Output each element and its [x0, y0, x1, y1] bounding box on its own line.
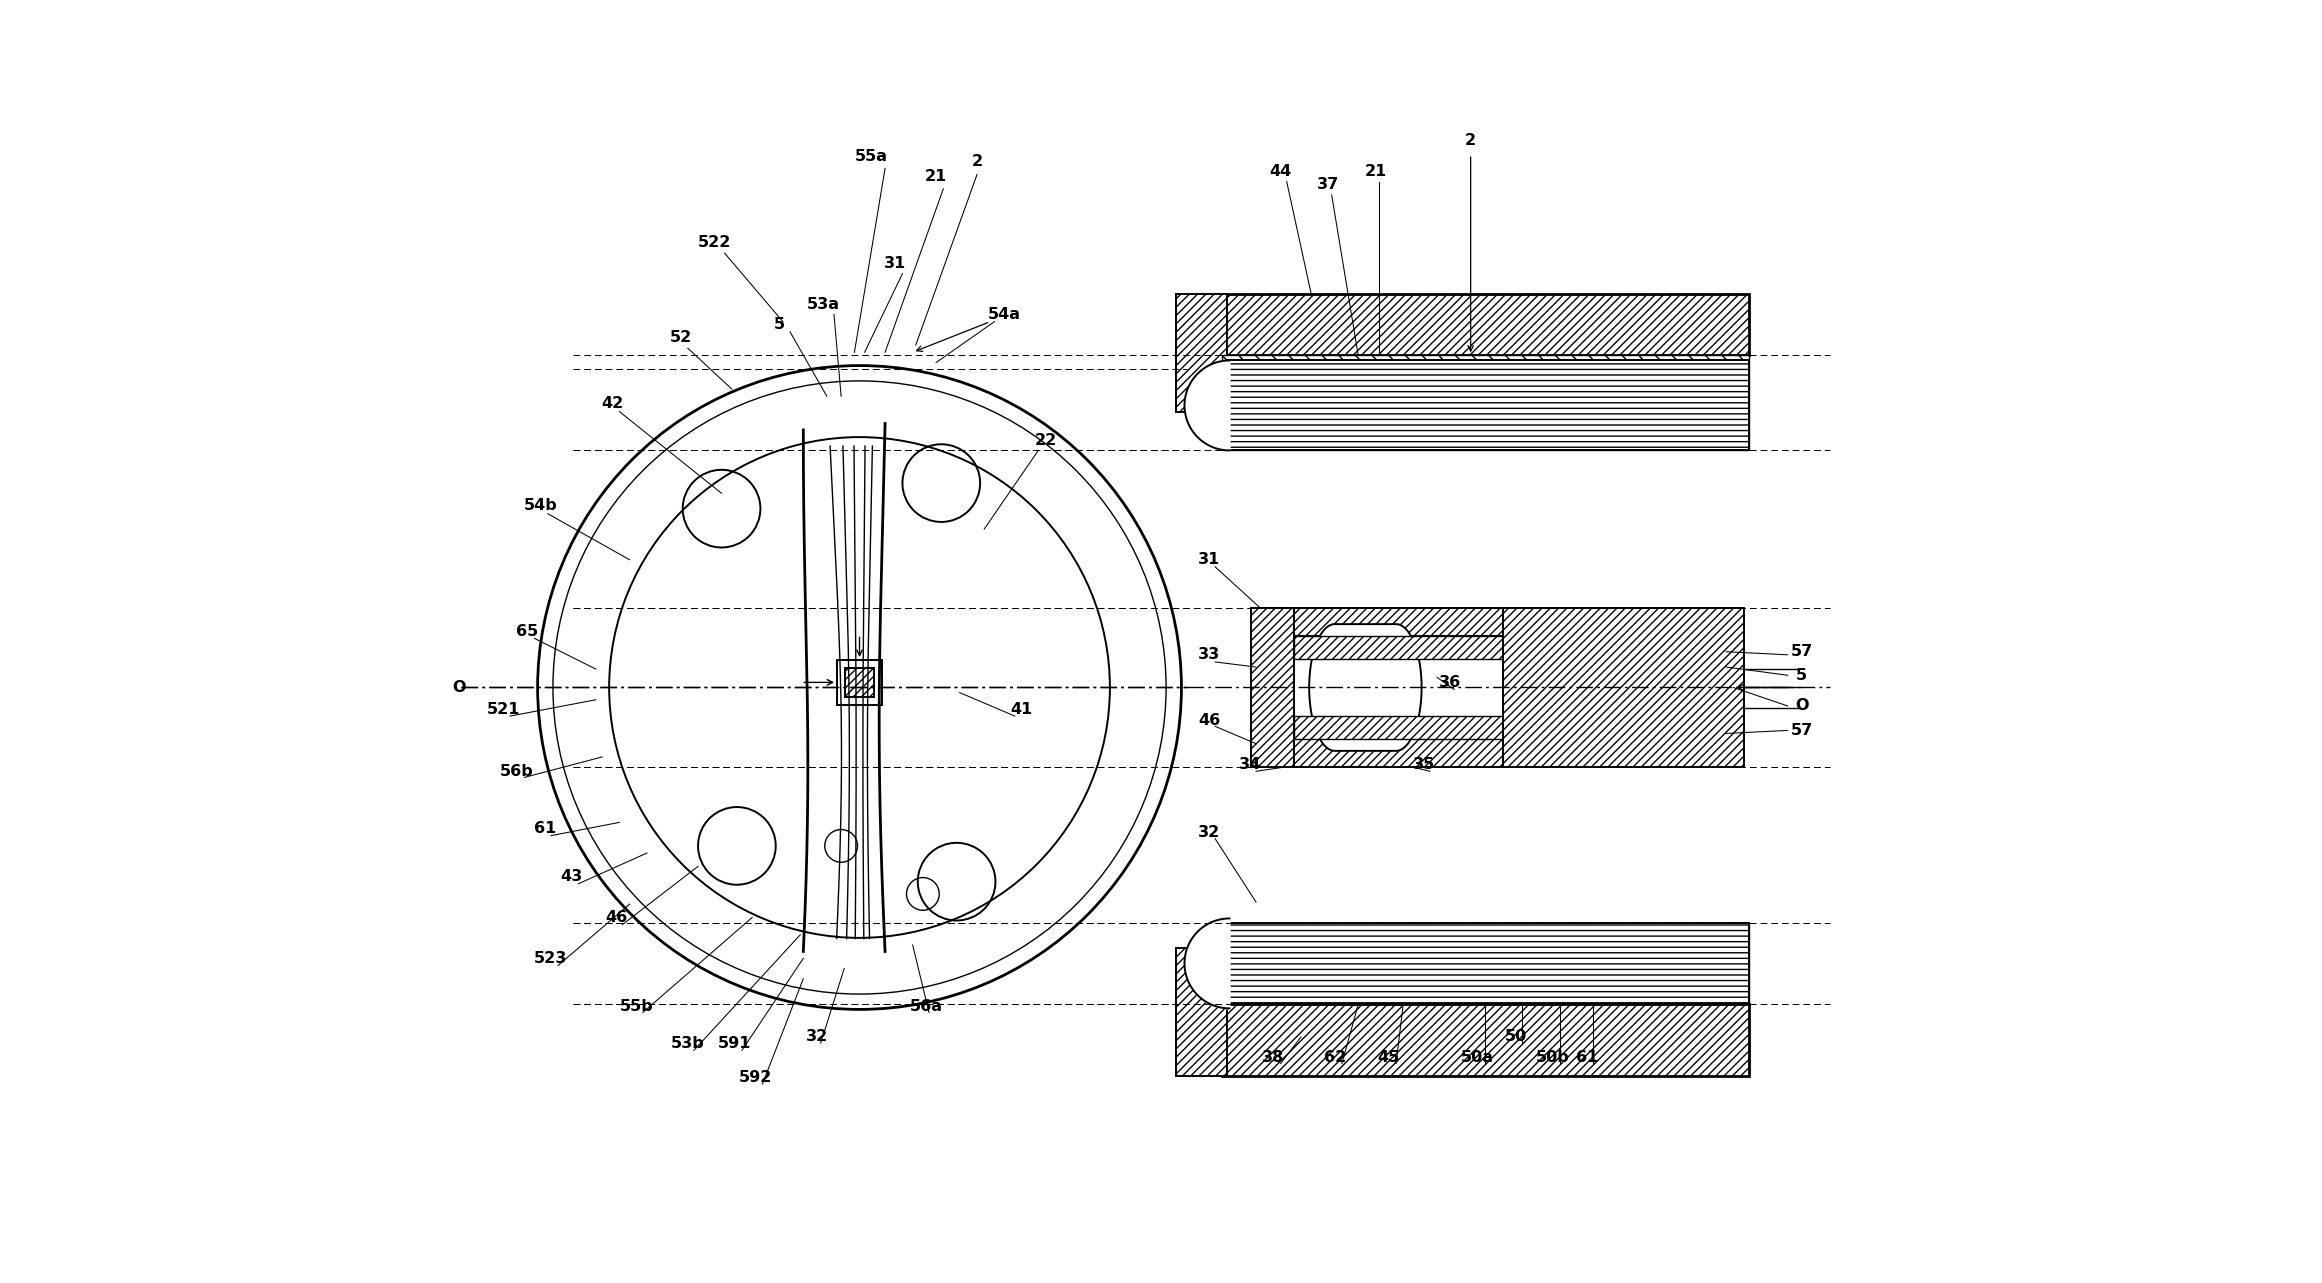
Bar — [845, 668, 873, 697]
Bar — [1252, 608, 1293, 767]
Text: 43: 43 — [560, 869, 583, 884]
Text: 31: 31 — [885, 255, 906, 271]
Text: 41: 41 — [1010, 703, 1031, 717]
Bar — [1221, 294, 1748, 355]
Text: 46: 46 — [606, 910, 627, 925]
Bar — [1177, 294, 1228, 412]
Text: 50: 50 — [1505, 1029, 1528, 1044]
Text: 37: 37 — [1317, 177, 1340, 192]
Text: 52: 52 — [669, 331, 692, 345]
Bar — [836, 659, 882, 704]
Text: 56b: 56b — [499, 763, 534, 779]
Text: 54b: 54b — [525, 498, 557, 513]
Text: 36: 36 — [1440, 675, 1461, 690]
Text: 522: 522 — [697, 236, 731, 250]
Text: 592: 592 — [738, 1070, 771, 1085]
Text: 57: 57 — [1790, 644, 1813, 659]
Text: 2: 2 — [1465, 133, 1477, 149]
Text: 61: 61 — [1577, 1049, 1598, 1065]
Text: 42: 42 — [601, 396, 622, 411]
Text: 2: 2 — [971, 154, 982, 168]
Polygon shape — [1310, 624, 1421, 751]
Text: 35: 35 — [1412, 757, 1435, 771]
Text: 22: 22 — [1033, 432, 1057, 448]
Text: 56a: 56a — [910, 999, 943, 1014]
Bar — [1221, 1005, 1748, 1076]
Text: 53b: 53b — [671, 1035, 704, 1051]
Text: 32: 32 — [806, 1029, 827, 1044]
Text: 44: 44 — [1270, 164, 1291, 178]
Text: 523: 523 — [534, 951, 567, 966]
Text: 55b: 55b — [620, 999, 652, 1014]
Text: 53a: 53a — [808, 296, 841, 312]
Bar — [1502, 608, 1744, 767]
Text: 55a: 55a — [854, 149, 889, 163]
Text: 38: 38 — [1263, 1049, 1284, 1065]
Text: 5: 5 — [773, 317, 785, 332]
Text: 21: 21 — [1365, 164, 1386, 178]
Text: 50b: 50b — [1535, 1049, 1570, 1065]
Bar — [1177, 948, 1228, 1076]
Bar — [1293, 716, 1502, 739]
Bar — [1293, 739, 1502, 767]
Bar — [1293, 636, 1502, 659]
Text: 591: 591 — [717, 1035, 752, 1051]
Text: 54a: 54a — [989, 307, 1022, 322]
Text: 50a: 50a — [1461, 1049, 1495, 1065]
Text: 31: 31 — [1198, 552, 1219, 567]
Bar — [1221, 922, 1748, 1005]
Text: O: O — [1795, 698, 1809, 713]
Text: 65: 65 — [515, 624, 539, 639]
Text: 45: 45 — [1377, 1049, 1400, 1065]
Text: 32: 32 — [1198, 825, 1219, 840]
Text: 62: 62 — [1324, 1049, 1347, 1065]
Text: 57: 57 — [1790, 722, 1813, 738]
Text: O: O — [453, 680, 467, 695]
Text: 34: 34 — [1238, 757, 1261, 771]
Bar — [1293, 608, 1502, 636]
Text: 46: 46 — [1198, 712, 1219, 727]
Text: 61: 61 — [534, 821, 555, 837]
Bar — [1252, 608, 1293, 767]
Text: 521: 521 — [488, 703, 520, 717]
Bar — [1228, 361, 1748, 450]
Text: 5: 5 — [1797, 667, 1807, 683]
Bar — [1221, 355, 1748, 450]
Bar — [1228, 922, 1748, 1005]
Text: 33: 33 — [1198, 648, 1219, 662]
Text: 21: 21 — [924, 169, 947, 183]
